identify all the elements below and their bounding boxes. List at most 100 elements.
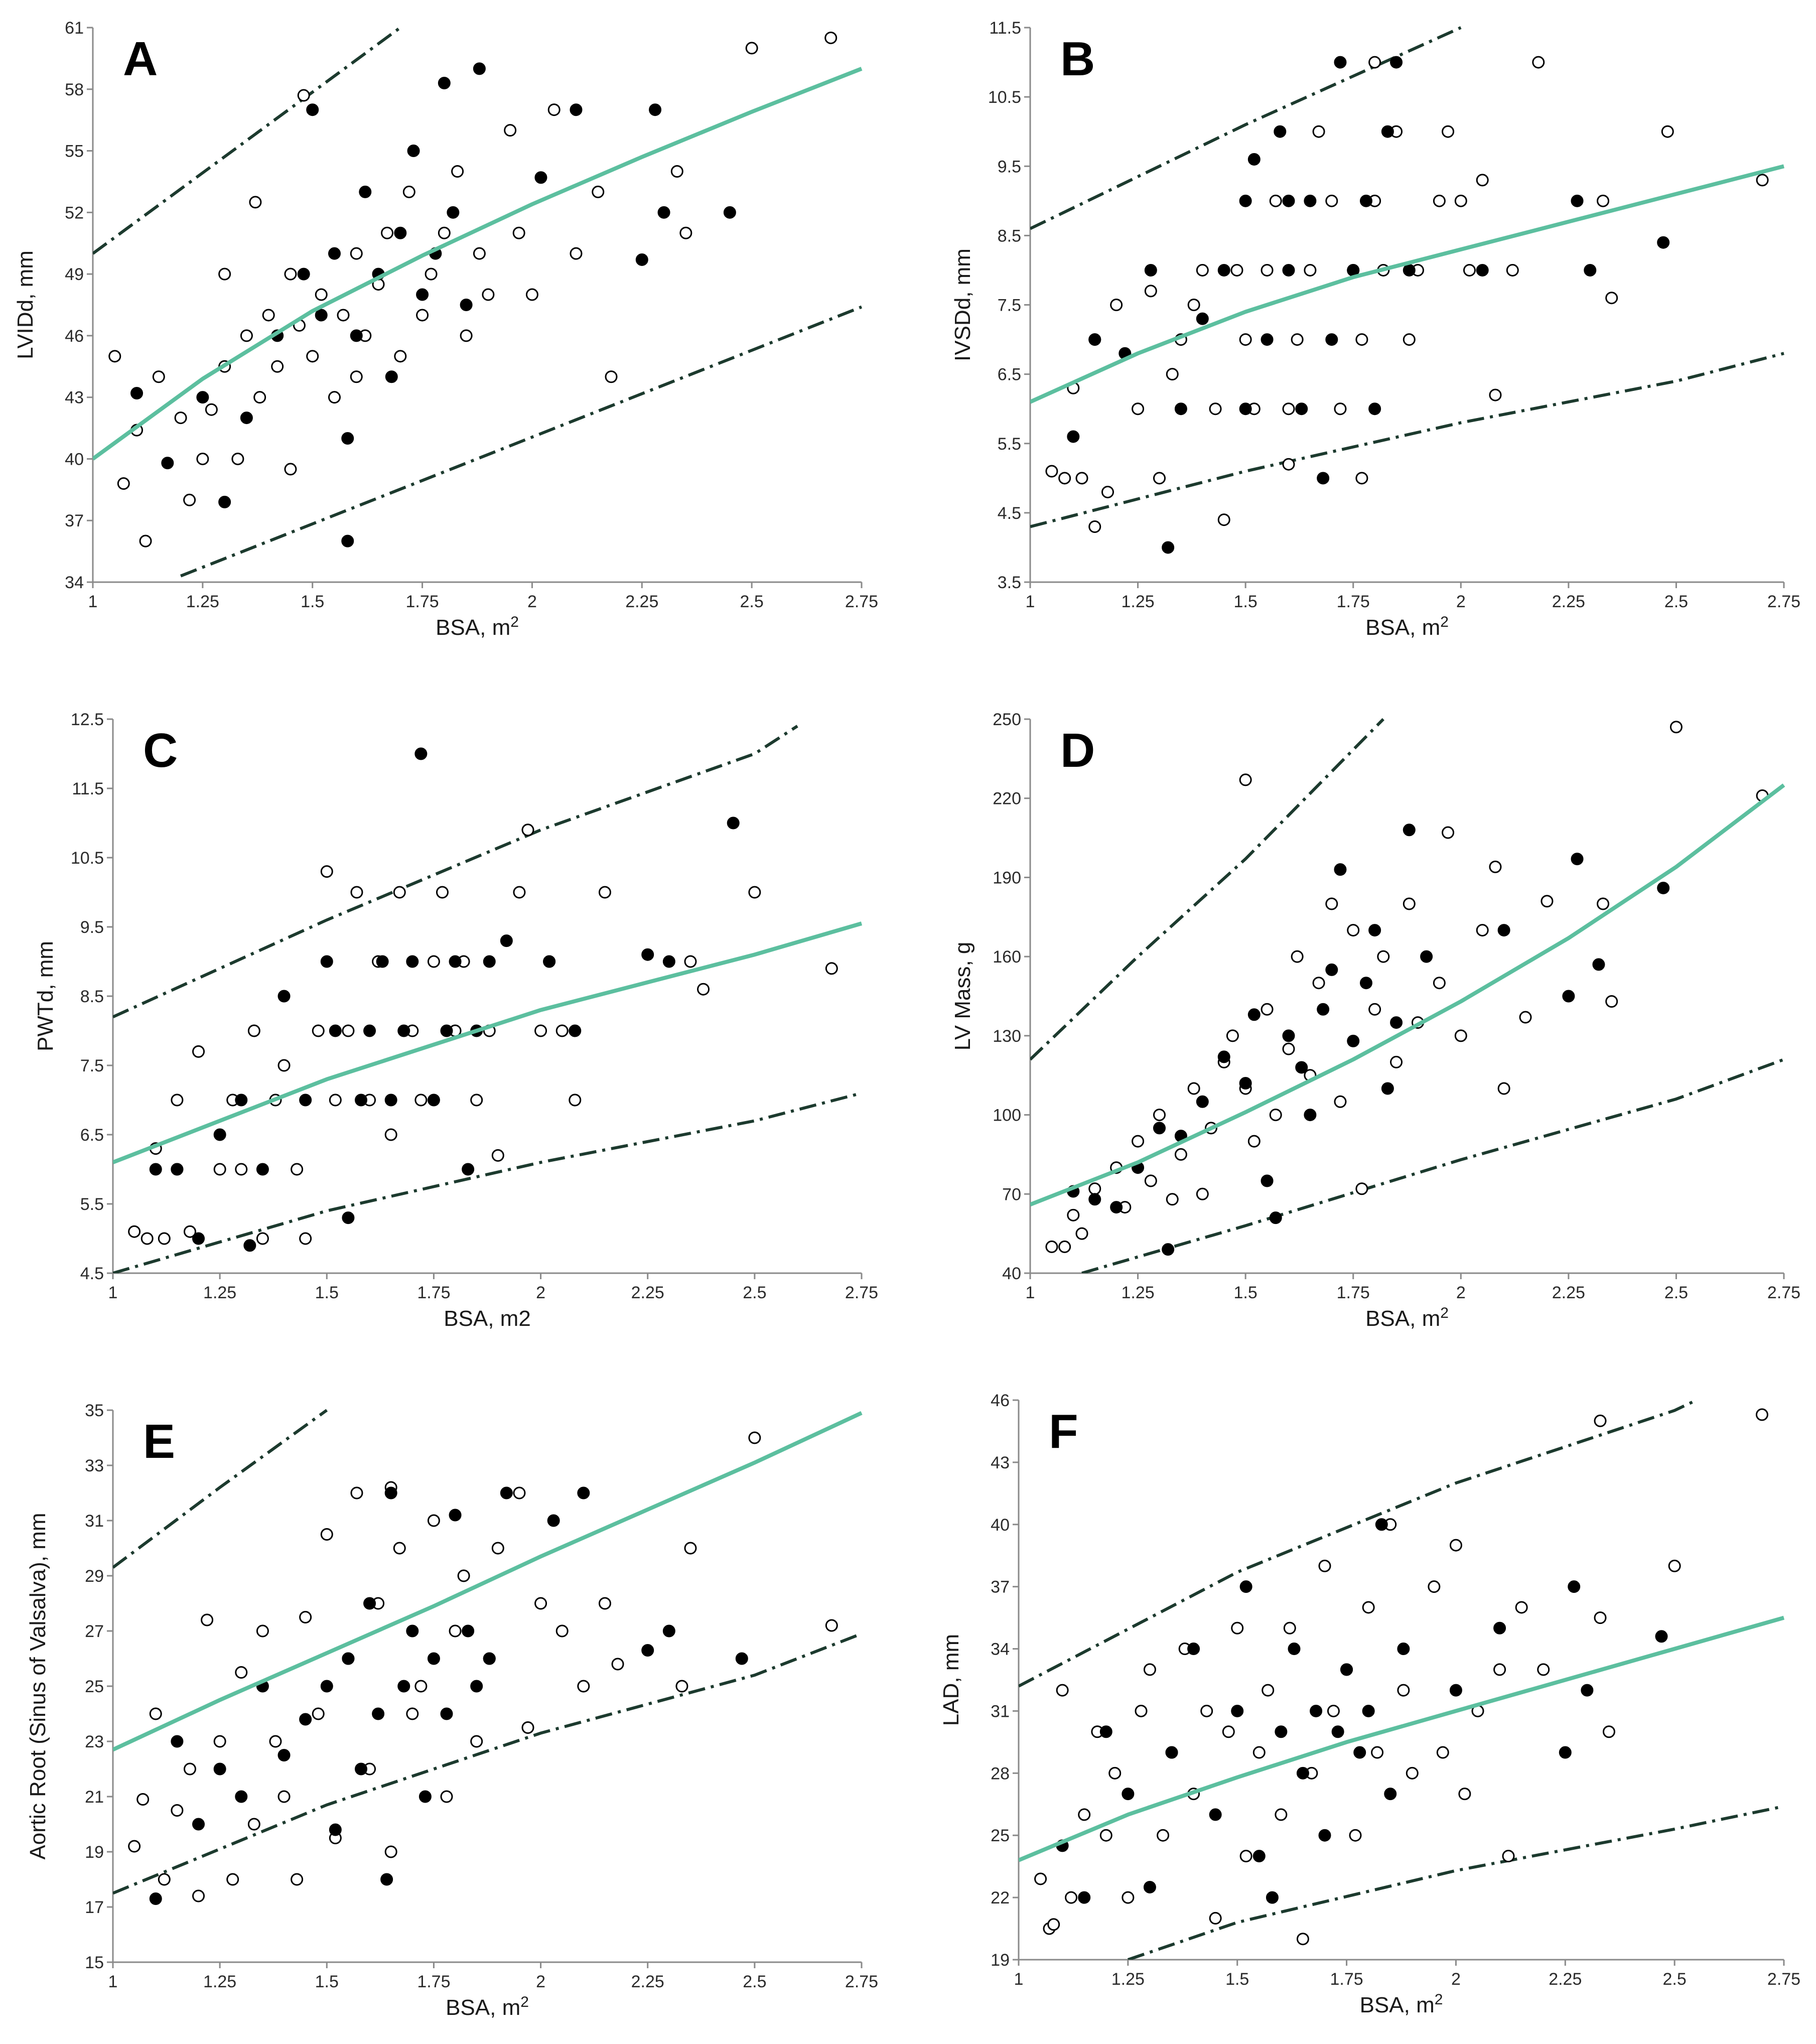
data-point-filled [1110, 1201, 1123, 1214]
upper-bound-line [1030, 26, 1462, 230]
data-point-open [1187, 1082, 1200, 1095]
x-tick-label: 1.25 [203, 1283, 236, 1302]
data-point-filled [1282, 263, 1295, 277]
data-point-filled [1231, 1704, 1244, 1717]
y-tick-label: 43 [65, 388, 84, 407]
data-point-filled [1568, 1580, 1581, 1593]
lower-bound-line [180, 305, 863, 578]
data-point-open [1537, 1663, 1550, 1676]
data-point-filled [414, 747, 428, 760]
y-tick-label: 4.5 [998, 504, 1021, 523]
data-point-filled [1375, 1518, 1388, 1531]
data-point-open [1489, 860, 1502, 873]
data-point-open [555, 1024, 569, 1037]
data-point-filled [1088, 1193, 1101, 1206]
data-point-open [1296, 1933, 1309, 1946]
y-tick-label: 3.5 [998, 573, 1021, 592]
data-point-open [1594, 1414, 1607, 1427]
y-tick-label: 40 [1002, 1264, 1021, 1283]
data-point-filled [350, 329, 363, 342]
data-point-open [1282, 1042, 1295, 1055]
data-point-filled [1143, 1880, 1156, 1893]
x-tick-label: 1.75 [1330, 1970, 1363, 1989]
data-point-filled [483, 1652, 496, 1665]
data-point-open [1325, 897, 1338, 910]
data-point-filled [1331, 1725, 1344, 1738]
data-point-open [1075, 1227, 1088, 1240]
data-point-filled [1162, 1243, 1175, 1256]
data-point-filled [341, 534, 354, 548]
data-point-open [414, 1094, 428, 1107]
data-point-filled [1581, 1684, 1594, 1697]
data-point-open [547, 103, 561, 116]
data-point-filled [641, 1644, 654, 1657]
data-point-filled [1368, 402, 1381, 416]
data-point-open [277, 1790, 291, 1803]
data-point-filled [1261, 333, 1274, 346]
data-point-open [1368, 1003, 1381, 1016]
y-tick-label: 34 [991, 1640, 1010, 1659]
data-point-open [1325, 194, 1338, 207]
x-tick-label: 2 [527, 592, 537, 611]
data-point-open [1261, 263, 1274, 277]
data-point-open [824, 31, 837, 44]
data-point-open [299, 1611, 312, 1623]
data-point-filled [341, 432, 354, 445]
data-point-open [117, 477, 130, 490]
data-point-filled [735, 1652, 748, 1665]
x-axis-label-sup: 2 [1440, 1305, 1449, 1321]
data-point-filled [1493, 1621, 1506, 1634]
x-tick-label: 1 [1026, 1283, 1035, 1302]
data-point-filled [1381, 125, 1394, 138]
data-point-open [406, 1707, 419, 1720]
data-point-filled [407, 145, 420, 158]
data-point-open [320, 865, 333, 878]
y-tick-label: 220 [993, 789, 1021, 808]
data-point-open [1476, 924, 1489, 937]
data-point-filled [1347, 263, 1360, 277]
data-point-open [213, 1163, 226, 1176]
data-point-open [1428, 1580, 1441, 1593]
y-tick-label: 250 [993, 710, 1021, 729]
data-point-open [1433, 194, 1446, 207]
data-point-filled [1296, 1766, 1309, 1780]
y-tick-label: 9.5 [80, 918, 104, 937]
data-point-open [328, 391, 341, 404]
y-tick-label: 190 [993, 868, 1021, 887]
data-point-open [350, 1486, 363, 1500]
data-point-filled [406, 955, 419, 968]
data-point-open [192, 1045, 205, 1058]
y-tick-label: 100 [993, 1106, 1021, 1125]
fit-line [93, 67, 863, 461]
x-tick-label: 2 [536, 1283, 545, 1302]
data-point-filled [277, 990, 291, 1003]
x-tick-label: 1.25 [203, 1972, 236, 1991]
x-tick-label: 2.5 [1664, 592, 1688, 611]
y-tick-label: 11.5 [989, 19, 1021, 38]
data-point-filled [1571, 194, 1584, 207]
data-point-filled [1359, 194, 1372, 207]
x-axis-label-sup: 2 [1435, 1991, 1443, 2008]
data-point-open [128, 1225, 141, 1238]
data-point-filled [397, 1024, 410, 1037]
data-point-filled [406, 1624, 419, 1638]
upper-bound-line [113, 725, 798, 1019]
data-point-open [350, 370, 363, 383]
data-point-open [513, 1486, 526, 1500]
data-point-open [1174, 1148, 1187, 1161]
data-point-open [534, 1597, 547, 1610]
data-point-open [598, 886, 611, 899]
data-point-open [598, 1597, 611, 1610]
data-point-filled [657, 206, 670, 219]
data-point-open [1282, 458, 1295, 471]
data-point-open [297, 89, 310, 102]
data-point-filled [649, 103, 662, 116]
data-point-filled [1153, 1122, 1166, 1135]
data-point-filled [1261, 1174, 1274, 1187]
data-point-open [1755, 1408, 1768, 1421]
data-point-filled [1347, 1034, 1360, 1047]
data-point-filled [1078, 1891, 1091, 1904]
data-point-open [697, 983, 710, 996]
data-point-filled [1359, 977, 1372, 990]
data-point-filled [1317, 472, 1330, 485]
